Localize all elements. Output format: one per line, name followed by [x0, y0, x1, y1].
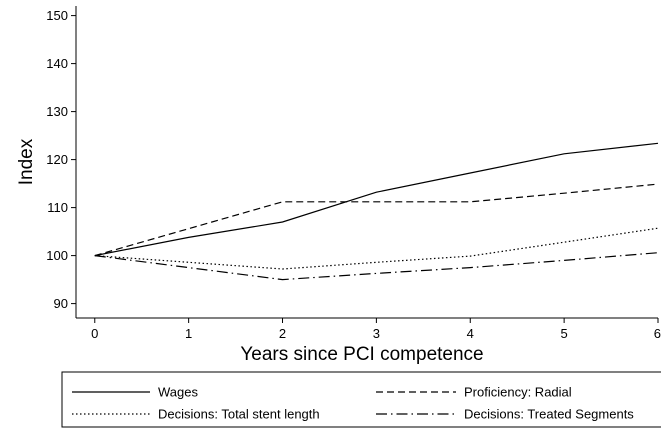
- legend-label-4: Decisions: Treated Segments: [464, 407, 634, 422]
- legend: Wages Proficiency: Radial Decisions: Total…: [61, 371, 661, 428]
- x-tick-label: 0: [91, 326, 98, 341]
- legend-label-3: Decisions: Total stent length: [158, 407, 320, 422]
- x-tick-label: 6: [654, 326, 661, 341]
- y-tick-label: 120: [46, 152, 68, 167]
- y-axis-title: Index: [16, 138, 37, 185]
- x-ticks: 0 1 2 3 4 5 6: [91, 318, 661, 341]
- x-tick-label: 5: [561, 326, 568, 341]
- x-tick-label: 3: [373, 326, 380, 341]
- legend-label-1: Wages: [158, 385, 198, 400]
- y-tick-label: 110: [47, 200, 68, 215]
- x-axis-title: Years since PCI competence: [240, 344, 483, 365]
- y-tick-label: 150: [46, 8, 68, 23]
- y-tick-label: 140: [46, 56, 68, 71]
- x-tick-label: 2: [279, 326, 286, 341]
- series-lines: [94, 142, 659, 281]
- y-tick-label: 130: [46, 104, 68, 119]
- x-tick-label: 1: [185, 326, 192, 341]
- axes: [75, 6, 658, 319]
- y-tick-label: 100: [46, 248, 68, 263]
- y-tick-label: 90: [54, 296, 68, 311]
- series-line-2: [94, 183, 659, 257]
- x-tick-label: 4: [467, 326, 474, 341]
- legend-label-2: Proficiency: Radial: [464, 385, 572, 400]
- series-line-1: [94, 142, 659, 257]
- legend-box: [61, 371, 661, 428]
- series-line-3: [94, 227, 659, 270]
- series-line-4: [94, 252, 659, 281]
- y-ticks: 90 100 110 120 130 140 150: [46, 8, 76, 311]
